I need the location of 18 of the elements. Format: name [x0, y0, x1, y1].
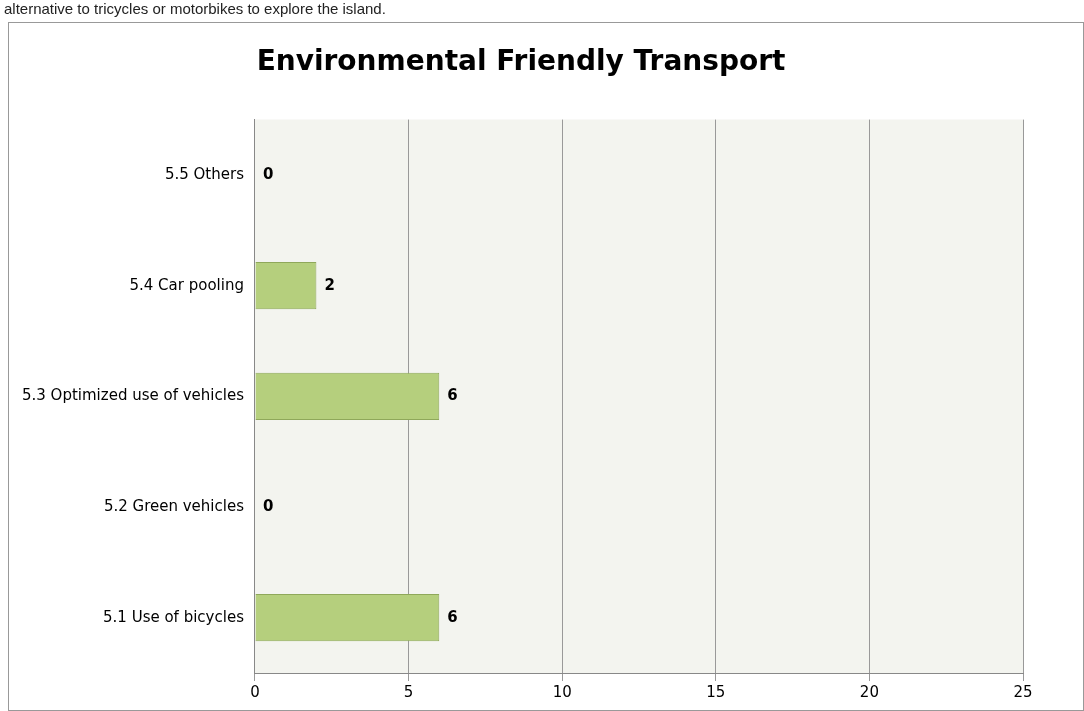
- data-label: 0: [262, 496, 274, 515]
- chart-title: Environmental Friendly Transport: [256, 44, 786, 78]
- y-tick-label: 5.4 Car pooling: [129, 275, 244, 294]
- x-tick-label: 5: [403, 682, 414, 701]
- data-label: 2: [324, 275, 335, 294]
- x-tick-label: 15: [706, 682, 726, 701]
- data-label: 0: [262, 164, 274, 183]
- x-tick-label: 25: [1013, 682, 1033, 701]
- x-tick-label: 10: [552, 682, 572, 701]
- data-label: 6: [447, 607, 458, 626]
- y-tick-label: 5.1 Use of bicycles: [103, 607, 245, 626]
- y-tick-label: 5.3 Optimized use of vehicles: [22, 386, 245, 405]
- x-tick-label: 0: [250, 682, 260, 701]
- x-tick-label: 20: [859, 682, 879, 701]
- y-tick-label: 5.5 Others: [164, 164, 245, 183]
- y-tick-label: 5.2 Green vehicles: [103, 496, 245, 515]
- data-label: 6: [447, 386, 458, 405]
- text: alternative to tricycles or motorbikes to explore the island.: [4, 0, 386, 17]
